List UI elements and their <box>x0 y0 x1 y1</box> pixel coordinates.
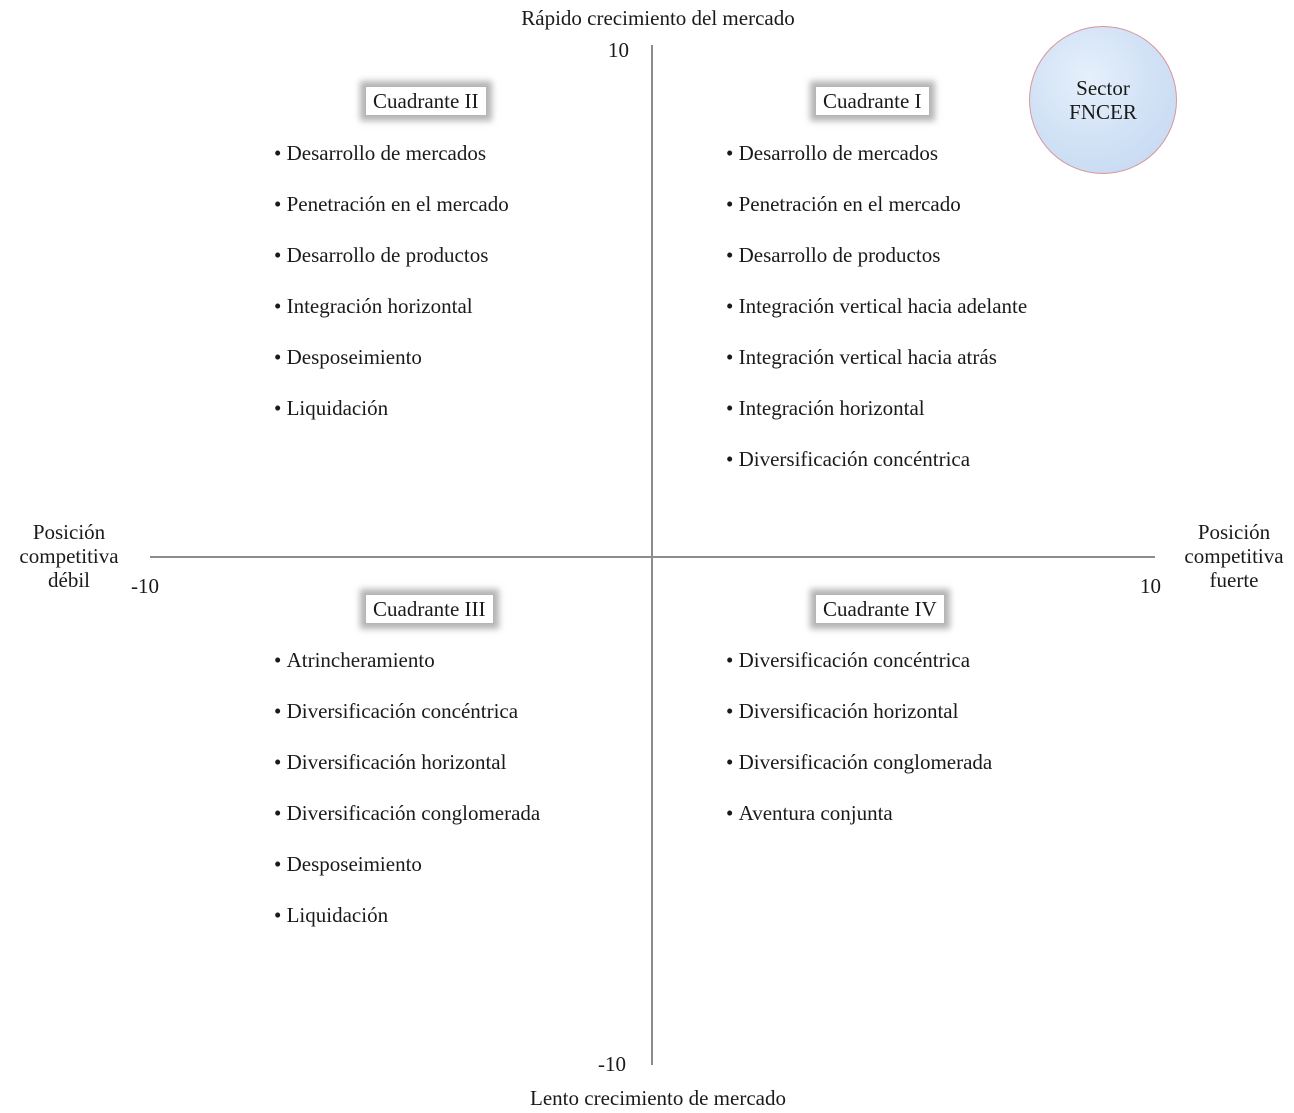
quadrant-3-label: Cuadrante III <box>365 594 494 624</box>
sector-badge-line1: Sector <box>1076 76 1130 100</box>
tick-left: -10 <box>131 574 159 598</box>
quadrant-1-list: Desarrollo de mercados Penetración en el… <box>726 141 1028 498</box>
list-item: Desposeimiento <box>274 852 540 903</box>
sector-badge: Sector FNCER <box>1029 26 1177 174</box>
axis-title-bottom: Lento crecimiento de mercado <box>530 1086 786 1110</box>
sector-badge-line2: FNCER <box>1069 100 1137 124</box>
list-item: Integración vertical hacia adelante <box>726 294 1028 345</box>
list-item: Atrincheramiento <box>274 648 540 699</box>
quadrant-3-list: Atrincheramiento Diversificación concént… <box>274 648 541 954</box>
list-item: Diversificación concéntrica <box>726 447 1027 498</box>
list-item: Desarrollo de productos <box>274 243 509 294</box>
list-item: Integración horizontal <box>726 396 1027 447</box>
list-item: Penetración en el mercado <box>726 192 1027 243</box>
horizontal-axis <box>150 556 1155 558</box>
tick-top: 10 <box>608 38 629 62</box>
quadrant-2-label: Cuadrante II <box>365 86 487 116</box>
quadrant-1-label: Cuadrante I <box>815 86 930 116</box>
list-item: Integración vertical hacia atrás <box>726 345 1027 396</box>
list-item: Aventura conjunta <box>726 801 992 852</box>
quadrant-4-label: Cuadrante IV <box>815 594 945 624</box>
vertical-axis <box>651 45 653 1065</box>
list-item: Diversificación horizontal <box>726 699 992 750</box>
tick-right: 10 <box>1140 574 1161 598</box>
list-item: Liquidación <box>274 903 540 954</box>
axis-title-top: Rápido crecimiento del mercado <box>521 6 795 30</box>
list-item: Desarrollo de mercados <box>274 141 509 192</box>
axis-title-right: Posición competitiva fuerte <box>1184 520 1284 592</box>
axis-title-left: Posición competitiva débil <box>19 520 119 592</box>
quadrant-4-list: Diversificación concéntrica Diversificac… <box>726 648 993 852</box>
list-item: Integración horizontal <box>274 294 509 345</box>
tick-bottom: -10 <box>598 1052 626 1076</box>
list-item: Desarrollo de mercados <box>726 141 1027 192</box>
list-item: Penetración en el mercado <box>274 192 509 243</box>
list-item: Diversificación concéntrica <box>726 648 992 699</box>
quadrant-2-list: Desarrollo de mercados Penetración en el… <box>274 141 509 447</box>
list-item: Diversificación horizontal <box>274 750 540 801</box>
list-item: Diversificación concéntrica <box>274 699 540 750</box>
list-item: Diversificación conglomerada <box>726 750 993 801</box>
list-item: Diversificación conglomerada <box>274 801 541 852</box>
list-item: Liquidación <box>274 396 509 447</box>
list-item: Desposeimiento <box>274 345 509 396</box>
list-item: Desarrollo de productos <box>726 243 1027 294</box>
